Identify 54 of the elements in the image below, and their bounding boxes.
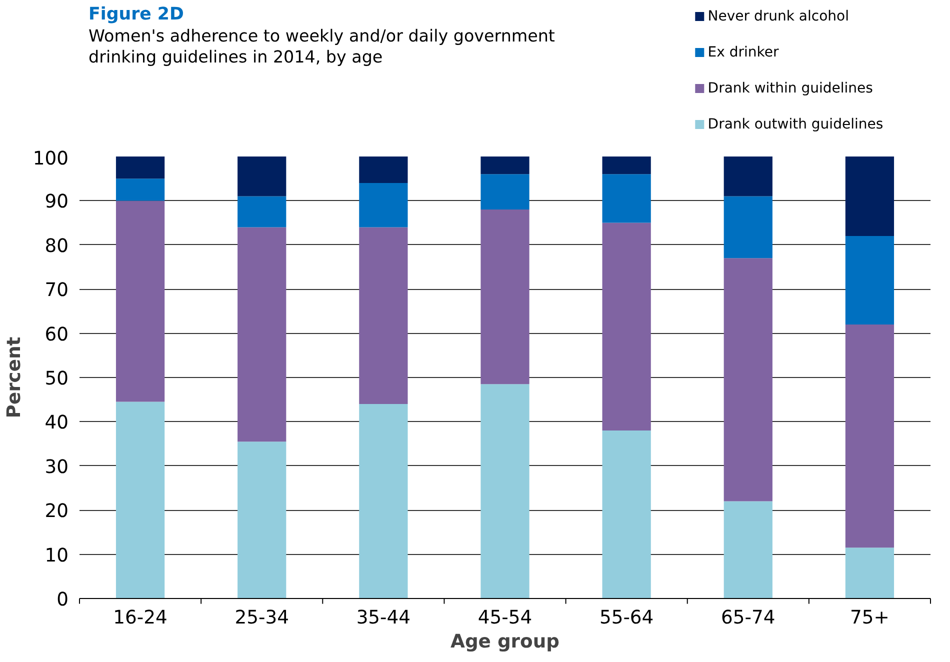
bar	[480, 156, 530, 174]
bar	[116, 402, 165, 598]
bar	[480, 210, 530, 384]
bar	[845, 156, 894, 236]
bar	[359, 183, 408, 228]
y-tick-label: 20	[44, 501, 69, 522]
bar	[845, 548, 894, 598]
x-axis-title: Age group	[450, 632, 560, 652]
bar	[602, 430, 651, 598]
bar	[724, 258, 772, 502]
bar	[359, 404, 408, 598]
chart-title: Figure 2D	[88, 4, 184, 24]
x-tick-label: 55-64	[599, 608, 654, 628]
y-tick-label: 50	[44, 368, 69, 390]
bar	[602, 156, 651, 174]
bar	[238, 156, 286, 196]
bar	[724, 501, 772, 598]
y-tick-label: 60	[44, 324, 69, 346]
y-tick-label: 30	[44, 456, 69, 478]
bar	[845, 236, 894, 324]
bar	[724, 196, 772, 258]
legend-label: Never drunk alcohol	[708, 8, 849, 24]
x-tick-label: 75+	[850, 608, 890, 628]
bar	[238, 442, 286, 598]
x-tick-label: 35-44	[356, 608, 411, 628]
y-tick-label: 80	[44, 236, 69, 257]
y-tick-label: 40	[44, 412, 69, 434]
bar	[845, 324, 894, 548]
legend-label: Ex drinker	[708, 44, 779, 60]
x-tick-label: 25-34	[234, 608, 289, 628]
bar	[480, 174, 530, 210]
chart-subtitle: Women's adherence to weekly and/or daily government drinking guidelines in 2014, by age	[88, 26, 556, 66]
x-tick-label: 65-74	[721, 608, 776, 628]
bar	[602, 222, 651, 431]
y-tick-label: 10	[44, 545, 69, 566]
y-tick-label: 90	[44, 192, 69, 213]
bar	[724, 156, 772, 196]
bar	[116, 156, 165, 179]
y-tick-label: 100	[32, 148, 68, 170]
bar	[238, 196, 286, 228]
x-tick-label: 45-54	[478, 608, 532, 628]
y-tick-label: 70	[44, 280, 69, 302]
bar	[480, 384, 530, 598]
bar	[116, 200, 165, 402]
legend-label: Drank within guidelines	[708, 80, 873, 96]
bar	[116, 178, 165, 201]
bar	[602, 174, 651, 223]
y-tick-label: 0	[56, 590, 69, 610]
x-tick-label: 16-24	[113, 608, 168, 628]
y-axis-title: Percent	[4, 336, 25, 418]
bar	[238, 227, 286, 442]
bar	[359, 156, 408, 184]
legend-label: Drank outwith guidelines	[708, 116, 884, 132]
bar	[359, 227, 408, 404]
